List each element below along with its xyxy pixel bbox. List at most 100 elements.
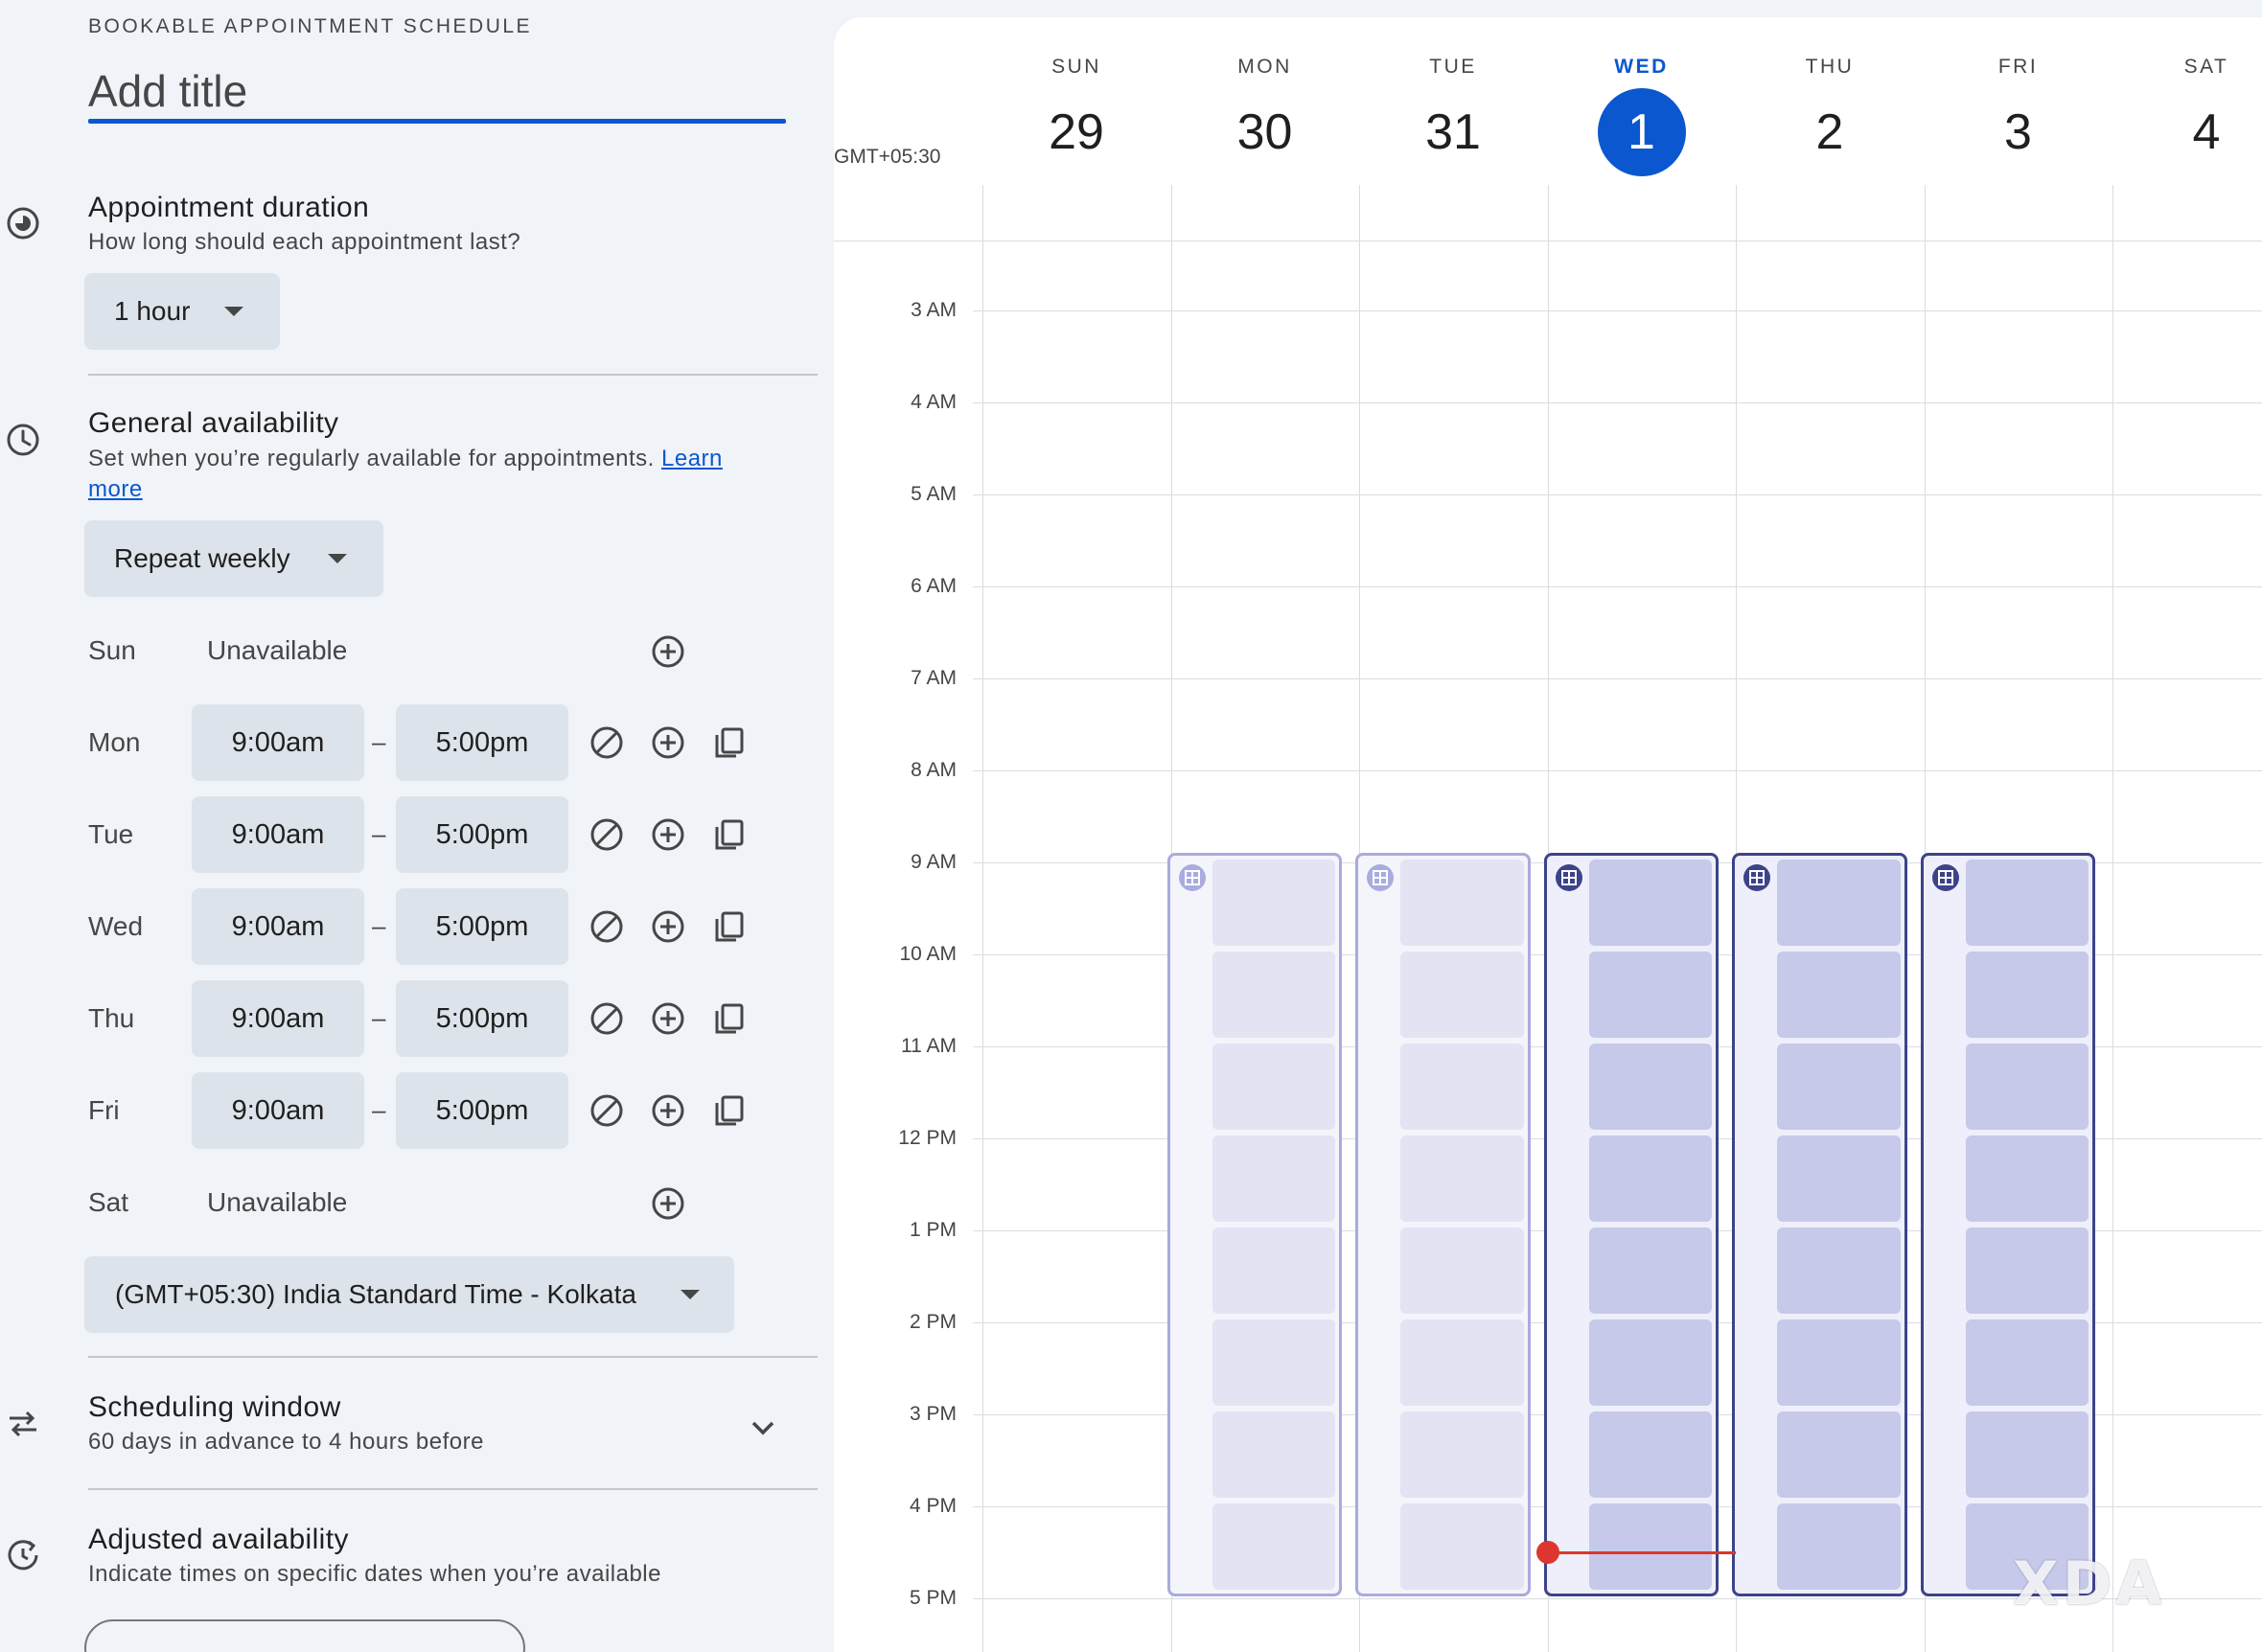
add-time-icon[interactable] xyxy=(649,632,687,671)
bookable-slot[interactable] xyxy=(1965,1228,2089,1314)
bookable-slot[interactable] xyxy=(1588,860,1712,946)
availability-block-mon[interactable] xyxy=(1166,853,1342,1596)
availability-block-fri[interactable] xyxy=(1920,853,2095,1596)
bookable-slot[interactable] xyxy=(1212,1044,1335,1130)
bookable-slot[interactable] xyxy=(1965,1044,2089,1130)
bookable-slot[interactable] xyxy=(1212,1136,1335,1222)
title-input[interactable]: Add title xyxy=(88,66,248,116)
block-icon[interactable] xyxy=(588,999,626,1038)
expand-chevron-icon[interactable] xyxy=(744,1409,782,1447)
add-time-icon[interactable] xyxy=(649,1184,687,1223)
copy-icon[interactable] xyxy=(710,999,749,1038)
bookable-slot[interactable] xyxy=(1777,1411,1901,1498)
add-time-icon[interactable] xyxy=(649,907,687,946)
availability-block-thu[interactable] xyxy=(1732,853,1907,1596)
bookable-slot[interactable] xyxy=(1965,860,2089,946)
bookable-slot[interactable] xyxy=(1777,1228,1901,1314)
bookable-slot[interactable] xyxy=(1777,1503,1901,1590)
unavailable-label: Unavailable xyxy=(207,635,348,665)
bookable-slot[interactable] xyxy=(1212,1319,1335,1406)
scheduling-subtitle: 60 days in advance to 4 hours before xyxy=(88,1429,484,1455)
day-header-tue[interactable]: TUE 31 xyxy=(1359,56,1547,176)
repeat-dropdown[interactable]: Repeat weekly xyxy=(84,520,383,597)
bookable-slot[interactable] xyxy=(1212,1503,1335,1590)
bookable-slot[interactable] xyxy=(1588,1503,1712,1590)
bookable-slot[interactable] xyxy=(1212,1228,1335,1314)
day-number[interactable]: 31 xyxy=(1425,104,1481,160)
duration-dropdown[interactable]: 1 hour xyxy=(84,273,280,350)
bookable-slot[interactable] xyxy=(1212,952,1335,1038)
bookable-slot[interactable] xyxy=(1777,952,1901,1038)
start-time-field[interactable]: 9:00am xyxy=(192,980,364,1057)
bookable-slot[interactable] xyxy=(1212,1411,1335,1498)
end-time-field[interactable]: 5:00pm xyxy=(396,796,568,873)
bookable-slot[interactable] xyxy=(1400,860,1524,946)
bookable-slot[interactable] xyxy=(1588,1136,1712,1222)
day-number[interactable]: 29 xyxy=(1049,104,1104,160)
bookable-slot[interactable] xyxy=(1777,1136,1901,1222)
bookable-slot[interactable] xyxy=(1588,1411,1712,1498)
hour-label: 12 PM xyxy=(898,1127,957,1149)
bookable-slot[interactable] xyxy=(1777,1044,1901,1130)
add-time-icon[interactable] xyxy=(649,815,687,854)
bookable-slot[interactable] xyxy=(1400,1044,1524,1130)
bookable-slot[interactable] xyxy=(1965,1319,2089,1406)
start-time-field[interactable]: 9:00am xyxy=(192,1072,364,1149)
bookable-slot[interactable] xyxy=(1588,952,1712,1038)
day-number[interactable]: 30 xyxy=(1236,104,1293,160)
hour-label: 10 AM xyxy=(899,943,957,965)
bookable-slot[interactable] xyxy=(1400,1503,1524,1590)
bookable-slot[interactable] xyxy=(1588,1228,1712,1314)
bookable-slot[interactable] xyxy=(1588,1319,1712,1406)
bookable-slot[interactable] xyxy=(1400,1228,1524,1314)
bookable-slot[interactable] xyxy=(1400,952,1524,1038)
block-icon[interactable] xyxy=(588,907,626,946)
add-time-icon[interactable] xyxy=(649,1091,687,1130)
learn-more-link[interactable]: Learn more xyxy=(88,446,723,502)
day-header-fri[interactable]: FRI 3 xyxy=(1925,56,2112,176)
add-time-icon[interactable] xyxy=(649,723,687,762)
availability-block-wed[interactable] xyxy=(1543,853,1719,1596)
timezone-dropdown[interactable]: (GMT+05:30) India Standard Time - Kolkat… xyxy=(84,1256,734,1333)
availability-block-tue[interactable] xyxy=(1355,853,1531,1596)
day-header-sun[interactable]: SUN 29 xyxy=(982,56,1170,176)
bookable-slot[interactable] xyxy=(1965,952,2089,1038)
copy-icon[interactable] xyxy=(710,815,749,854)
bookable-slot[interactable] xyxy=(1777,1319,1901,1406)
add-time-icon[interactable] xyxy=(649,999,687,1038)
bookable-slot[interactable] xyxy=(1588,1044,1712,1130)
block-icon[interactable] xyxy=(588,1091,626,1130)
day-header-wed[interactable]: WED 1 xyxy=(1548,56,1736,176)
day-name: SAT xyxy=(2183,56,2229,78)
bookable-slot[interactable] xyxy=(1212,860,1335,946)
bookable-slot[interactable] xyxy=(1400,1411,1524,1498)
bookable-slot[interactable] xyxy=(1400,1319,1524,1406)
block-icon[interactable] xyxy=(588,815,626,854)
end-time-field[interactable]: 5:00pm xyxy=(396,888,568,965)
end-time-field[interactable]: 5:00pm xyxy=(396,704,568,781)
start-time-field[interactable]: 9:00am xyxy=(192,704,364,781)
day-header-mon[interactable]: MON 30 xyxy=(1171,56,1359,176)
bookable-slot[interactable] xyxy=(1777,860,1901,946)
bookable-slot[interactable] xyxy=(1965,1411,2089,1498)
day-number[interactable]: 2 xyxy=(1815,104,1844,160)
bookable-slot[interactable] xyxy=(1965,1136,2089,1222)
day-number[interactable]: 3 xyxy=(2004,104,2032,160)
current-time-dot xyxy=(1535,1541,1559,1564)
day-header-sat[interactable]: SAT 4 xyxy=(2112,56,2262,176)
day-number[interactable]: 1 xyxy=(1548,88,1736,176)
end-time-field[interactable]: 5:00pm xyxy=(396,980,568,1057)
copy-icon[interactable] xyxy=(710,723,749,762)
block-icon[interactable] xyxy=(588,723,626,762)
start-time-field[interactable]: 9:00am xyxy=(192,796,364,873)
copy-icon[interactable] xyxy=(710,907,749,946)
start-time-field[interactable]: 9:00am xyxy=(192,888,364,965)
bookable-slot[interactable] xyxy=(1400,1136,1524,1222)
change-date-availability-button[interactable] xyxy=(84,1619,525,1652)
day-header-thu[interactable]: THU 2 xyxy=(1736,56,1924,176)
copy-icon[interactable] xyxy=(710,1091,749,1130)
day-number[interactable]: 4 xyxy=(2192,104,2221,160)
bookable-slot[interactable] xyxy=(1965,1503,2089,1590)
end-time-field[interactable]: 5:00pm xyxy=(396,1072,568,1149)
day-label: Sun xyxy=(88,635,136,665)
